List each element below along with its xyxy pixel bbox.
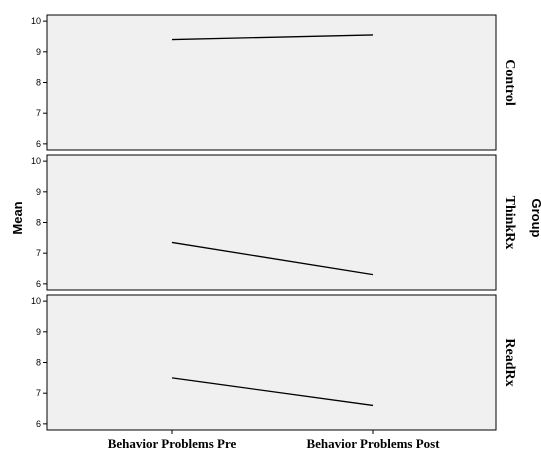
x-axis: Behavior Problems Pre Behavior Problems P… xyxy=(108,430,440,450)
panel-label: ThinkRx xyxy=(502,196,517,250)
panel-thinkrx: 6 7 8 9 10 ThinkRx xyxy=(31,154,517,291)
y-tick-label: 9 xyxy=(36,327,41,337)
y-tick-label: 7 xyxy=(36,108,41,118)
series-line-control xyxy=(171,34,374,41)
panel-background xyxy=(46,154,497,291)
y-tick-label: 9 xyxy=(36,47,41,57)
panel-background xyxy=(46,14,497,151)
panel-background xyxy=(46,294,497,431)
y-tick-label: 10 xyxy=(31,16,41,26)
panel-label: ReadRx xyxy=(502,338,517,386)
y-axis-label: Mean xyxy=(10,201,25,234)
panel-label: Control xyxy=(502,59,517,106)
x-tick-label: Behavior Problems Pre xyxy=(108,436,237,450)
y-tick-label: 10 xyxy=(31,156,41,166)
group-facet-label: Group xyxy=(529,199,541,238)
series-line-thinkrx xyxy=(171,241,374,276)
y-tick-label: 8 xyxy=(36,218,41,228)
panels-group: 6 7 8 9 10 Control 6 7 8 9 10 ThinkRx 6 7 8 9 10 ReadRx xyxy=(31,14,517,431)
y-tick-label: 7 xyxy=(36,248,41,258)
x-tick-label: Behavior Problems Post xyxy=(306,436,440,450)
y-tick-label: 8 xyxy=(36,78,41,88)
y-tick-label: 6 xyxy=(36,419,41,429)
y-tick-label: 8 xyxy=(36,358,41,368)
y-tick-label: 6 xyxy=(36,139,41,149)
y-tick-label: 6 xyxy=(36,279,41,289)
panel-readrx: 6 7 8 9 10 ReadRx xyxy=(31,294,517,431)
y-tick-label: 9 xyxy=(36,187,41,197)
y-tick-label: 10 xyxy=(31,296,41,306)
panel-control: 6 7 8 9 10 Control xyxy=(31,14,517,151)
y-tick-label: 7 xyxy=(36,388,41,398)
series-line-readrx xyxy=(171,377,374,407)
